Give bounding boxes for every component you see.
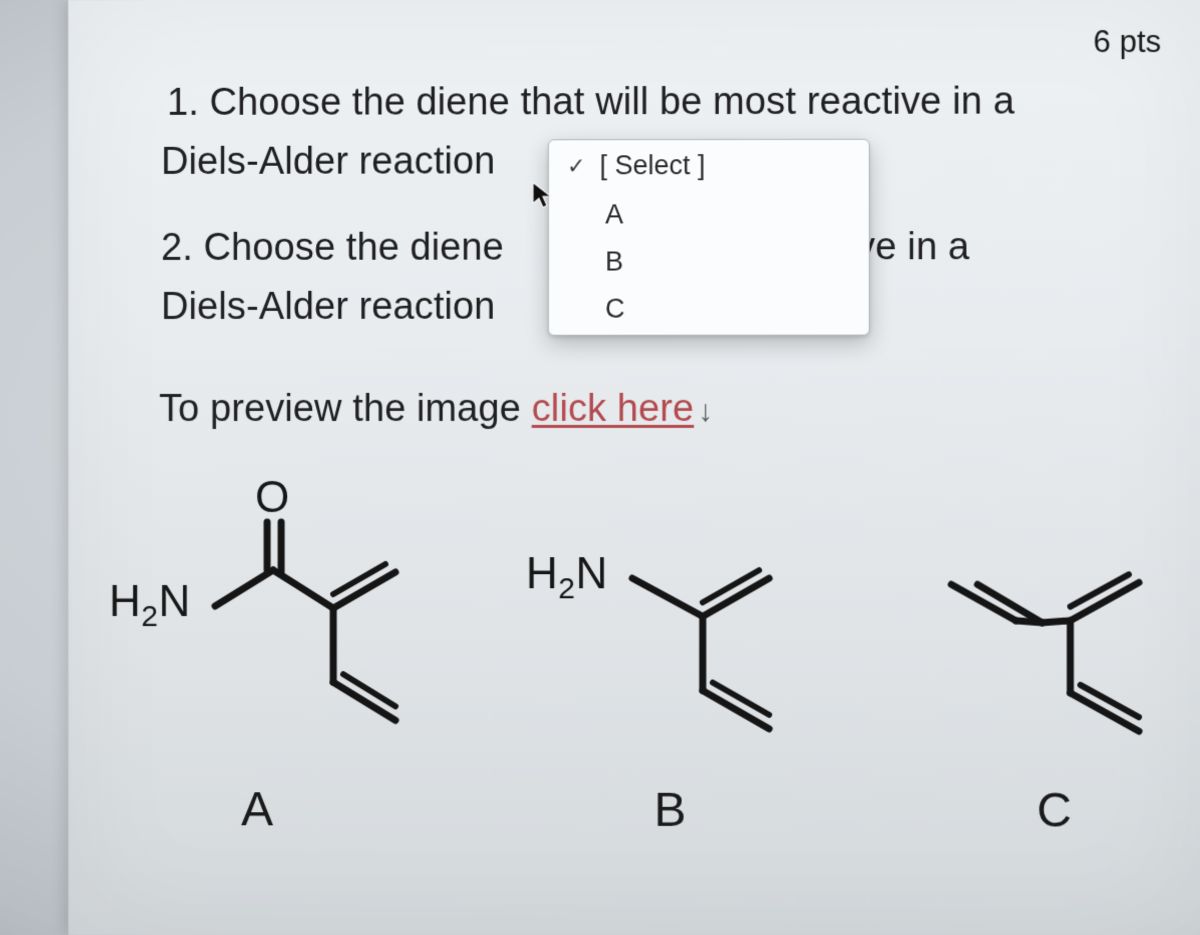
points-label: 6 pts <box>1093 24 1161 60</box>
amine-label-b: H2N <box>525 549 607 605</box>
structure-a: H2N O A <box>97 466 418 838</box>
content-area: 6 pts 1. Choose the diene that will be m… <box>119 24 1171 437</box>
structure-a-label: A <box>241 782 273 837</box>
check-icon: ✓ <box>567 153 586 179</box>
q2-lead: 2. Choose the diene <box>177 220 504 276</box>
dropdown-selected-row[interactable]: ✓ [ Select ] <box>549 140 869 192</box>
structure-c: C <box>923 466 1185 839</box>
preview-lead: To preview the image <box>159 388 532 430</box>
structures-row: H2N O A <box>97 466 1185 839</box>
structure-b: H2N B <box>519 466 821 838</box>
q1-line1: 1. Choose the diene that will be most re… <box>119 74 1171 131</box>
question-card: 6 pts 1. Choose the diene that will be m… <box>68 0 1200 935</box>
structure-c-label: C <box>1037 783 1072 838</box>
dropdown-selected-text: [ Select ] <box>600 150 706 181</box>
structure-b-label: B <box>654 783 686 838</box>
amine-label-a: H2N <box>109 577 191 633</box>
preview-line: To preview the image click here↓ <box>119 381 1171 437</box>
dropdown-option-b[interactable]: B <box>549 238 869 285</box>
dropdown-option-a[interactable]: A <box>549 191 869 238</box>
dropdown-option-c[interactable]: C <box>549 285 869 332</box>
download-icon[interactable]: ↓ <box>698 395 713 428</box>
oxygen-label-a: O <box>255 473 289 522</box>
preview-link[interactable]: click here <box>532 388 694 430</box>
answer-dropdown[interactable]: ✓ [ Select ] A B C <box>548 139 870 336</box>
